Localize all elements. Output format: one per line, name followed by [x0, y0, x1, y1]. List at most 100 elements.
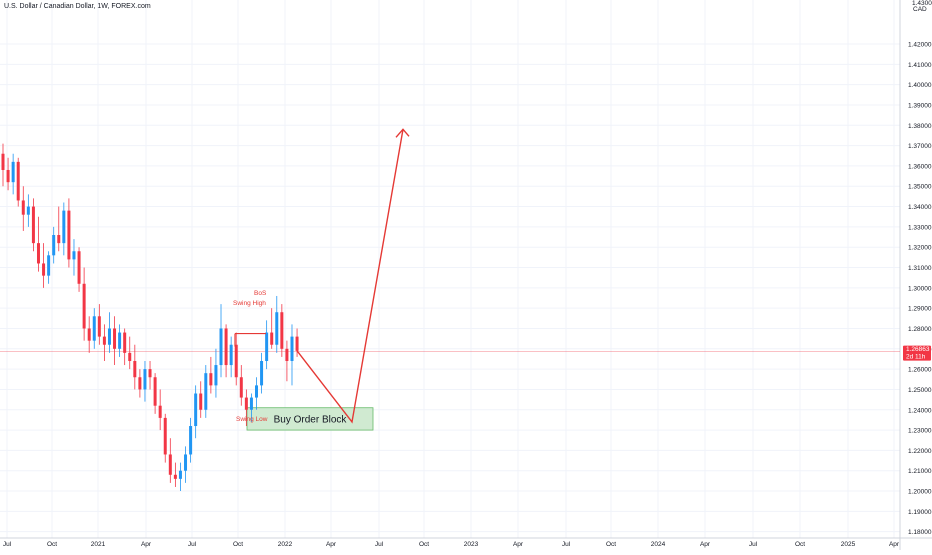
candle[interactable] [42, 243, 46, 288]
candle[interactable] [219, 304, 223, 378]
candle[interactable] [57, 206, 61, 252]
candle[interactable] [133, 344, 137, 390]
candle[interactable] [113, 316, 117, 366]
candle[interactable] [82, 267, 86, 341]
candle[interactable] [97, 304, 101, 345]
price-axis[interactable]: 1.42000 1.41000 1.40000 1.39000 1.38000 1.370… [908, 0, 932, 555]
candle[interactable] [204, 365, 208, 418]
candle[interactable] [280, 304, 284, 357]
candle[interactable] [285, 340, 289, 382]
candle[interactable] [178, 462, 182, 492]
candle[interactable] [102, 324, 106, 361]
candle[interactable] [6, 157, 10, 191]
candle[interactable] [249, 393, 253, 422]
candle[interactable] [1, 143, 5, 187]
candle-body [168, 454, 172, 475]
candle[interactable] [77, 247, 81, 292]
candle[interactable] [31, 198, 35, 252]
candle[interactable] [199, 381, 203, 418]
candle[interactable] [184, 446, 188, 483]
time-axis[interactable]: Jul Oct 2021 Apr Jul Oct 2022 Apr Jul Oct 2023 Apr J… [3, 541, 900, 548]
candle-body [173, 474, 177, 479]
candle[interactable] [143, 360, 147, 402]
time-tick-label: Oct [606, 541, 616, 548]
candle[interactable] [153, 373, 157, 414]
time-tick-label: Oct [419, 541, 429, 548]
candle[interactable] [123, 328, 127, 366]
price-tick-label: 1.19000 [908, 509, 932, 516]
candle[interactable] [173, 462, 177, 487]
candle-body [62, 210, 66, 244]
time-tick-label: Apr [513, 541, 524, 548]
candle[interactable] [21, 186, 25, 231]
candle-body [87, 328, 91, 341]
candle-body [148, 369, 152, 378]
candle[interactable] [11, 153, 15, 195]
candle[interactable] [229, 336, 233, 378]
candle-body [209, 373, 213, 386]
bos-label: BoS [254, 290, 267, 297]
candle[interactable] [255, 377, 258, 410]
candle[interactable] [128, 336, 132, 370]
candle-body [36, 243, 40, 264]
candle[interactable] [234, 332, 238, 386]
time-tick-label: 2023 [464, 541, 479, 548]
projection-path[interactable] [296, 129, 404, 424]
candle[interactable] [138, 369, 142, 398]
candle[interactable] [290, 324, 294, 386]
price-tick-label: 1.41000 [908, 62, 932, 69]
price-tick-label: 1.30000 [908, 285, 932, 292]
candle[interactable] [16, 157, 20, 207]
candle[interactable] [163, 413, 167, 463]
candle-body [113, 328, 117, 349]
candle[interactable] [194, 385, 198, 439]
price-tick-label: 1.42000 [908, 42, 932, 49]
candle-body [184, 454, 188, 471]
candle[interactable] [244, 389, 248, 427]
candle[interactable] [168, 438, 172, 483]
candle[interactable] [92, 308, 96, 349]
price-tick-label: 1.40000 [908, 82, 932, 89]
time-tick-label: Apr [141, 541, 152, 548]
price-tick-label: 1.39000 [908, 102, 932, 109]
candle[interactable] [26, 194, 30, 227]
candle-body [214, 365, 218, 386]
candle[interactable] [189, 417, 193, 463]
price-tick-label: 1.23000 [908, 428, 932, 435]
swing-high-label: Swing High [233, 300, 266, 307]
time-tick-label: 2021 [91, 541, 106, 548]
candle[interactable] [148, 360, 152, 390]
candle[interactable] [239, 365, 243, 406]
candle[interactable] [295, 328, 299, 357]
candle[interactable] [214, 348, 218, 398]
candle[interactable] [209, 356, 213, 394]
candle[interactable] [72, 239, 76, 276]
price-tick-label: 1.25000 [908, 387, 932, 394]
candle[interactable] [270, 308, 274, 349]
candle[interactable] [275, 295, 279, 353]
chart-title: U.S. Dollar / Canadian Dollar, 1W, FOREX… [4, 3, 151, 10]
time-tick-label: Jul [188, 541, 197, 548]
candle[interactable] [107, 312, 111, 353]
candle[interactable] [67, 198, 71, 268]
candle[interactable] [158, 389, 162, 431]
candle-body [244, 397, 248, 410]
candle-body [204, 373, 208, 410]
candle[interactable] [62, 202, 66, 256]
candle[interactable] [52, 226, 56, 264]
time-tick-label: Apr [700, 541, 711, 548]
time-tick-label: Jul [749, 541, 758, 548]
buy-order-block[interactable]: Buy Order Block [246, 407, 374, 431]
candle-body [11, 161, 15, 183]
candle[interactable] [36, 216, 40, 272]
candle[interactable] [87, 316, 91, 353]
candle[interactable] [224, 324, 228, 378]
time-tick-label: Apr [326, 541, 337, 548]
candle[interactable] [47, 251, 51, 284]
candle[interactable] [260, 352, 264, 394]
candle[interactable] [118, 324, 122, 357]
candle[interactable] [265, 320, 269, 370]
projection-arrow-head [395, 128, 410, 138]
